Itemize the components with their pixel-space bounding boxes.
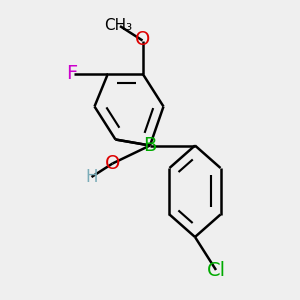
Text: Cl: Cl	[206, 260, 226, 280]
Text: F: F	[66, 64, 77, 83]
Text: B: B	[143, 136, 157, 155]
Text: O: O	[105, 154, 120, 173]
Text: H: H	[85, 168, 98, 186]
Text: O: O	[135, 30, 150, 49]
Text: CH₃: CH₃	[104, 18, 133, 33]
